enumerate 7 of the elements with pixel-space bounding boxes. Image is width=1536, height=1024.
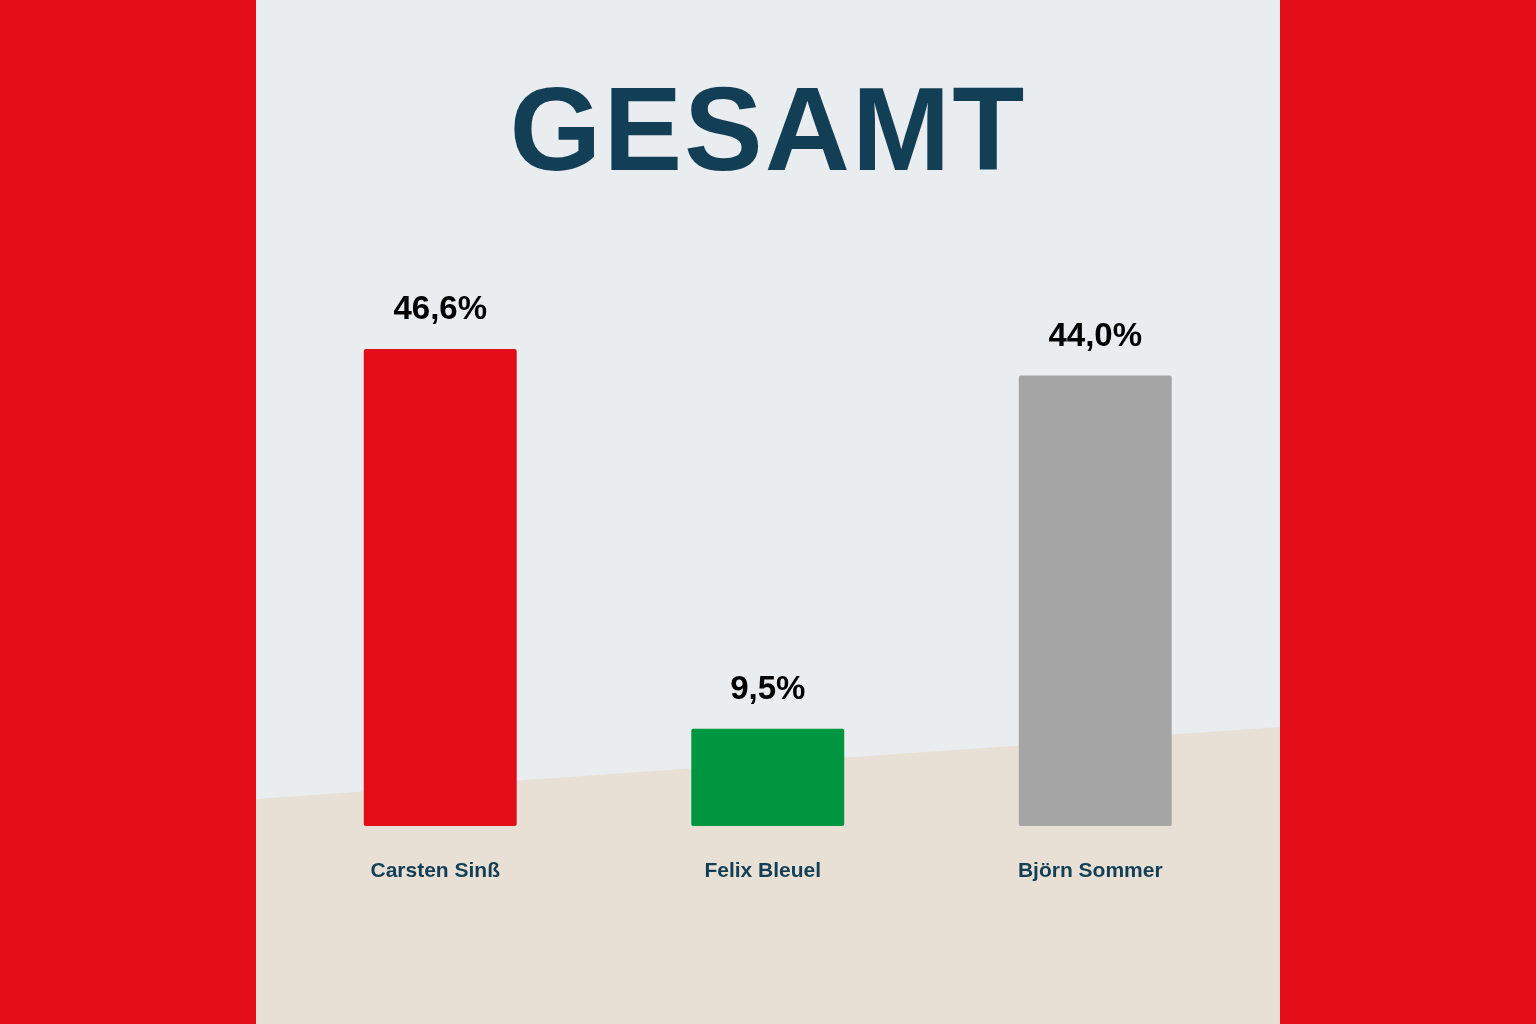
data-label: 9,5% [730, 668, 806, 706]
data-label: 44,0% [1048, 315, 1143, 353]
x-tick-label: Carsten Sinß [370, 858, 501, 881]
x-tick-label: Felix Bleuel [704, 858, 822, 881]
x-tick-label: Björn Sommer [1017, 858, 1163, 881]
chart-title: GESAMT [509, 63, 1027, 195]
data-label: 46,6% [393, 289, 488, 326]
